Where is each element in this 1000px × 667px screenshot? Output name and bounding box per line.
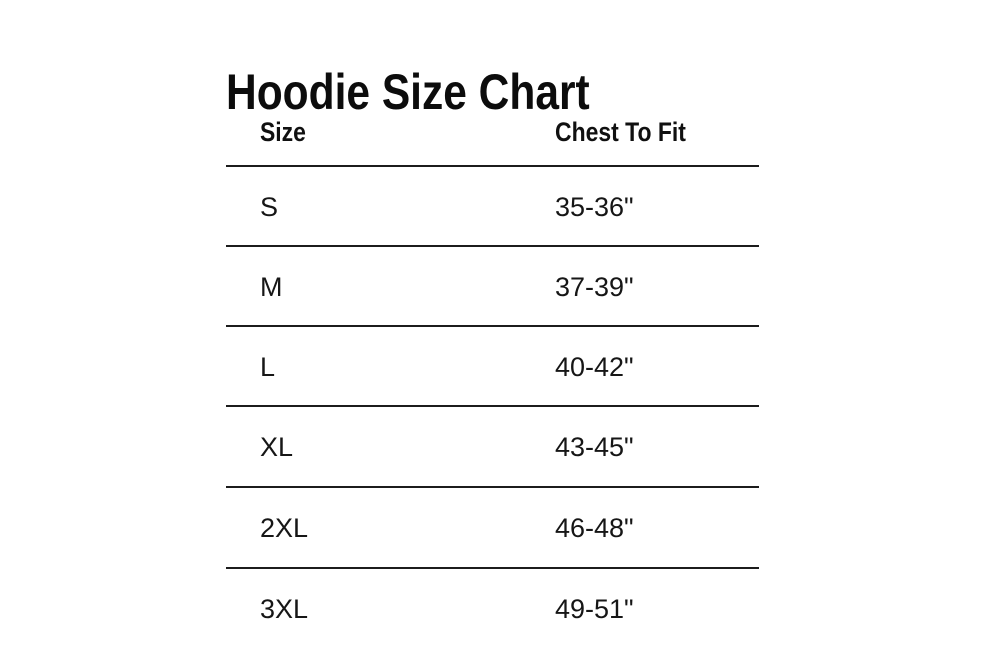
size-cell: L: [260, 351, 276, 382]
chest-cell: 49-51": [555, 593, 634, 624]
chest-cell: 43-45": [555, 431, 634, 462]
row-divider: [226, 165, 759, 167]
size-cell: S: [260, 191, 279, 222]
row-divider: [226, 486, 759, 488]
table-header-row: Size Chest To Fit: [226, 100, 759, 164]
table-row: 3XL 49-51": [226, 569, 759, 649]
table-row: XL 43-45": [226, 407, 759, 487]
column-header-chest-text: Chest To Fit: [555, 116, 686, 147]
row-divider: [226, 245, 759, 247]
chest-cell: 37-39": [555, 271, 634, 302]
row-divider: [226, 405, 759, 407]
size-cell: 3XL: [260, 593, 309, 624]
size-cell: M: [260, 271, 283, 302]
column-header-size: Size: [260, 117, 314, 148]
table-row: L 40-42": [226, 327, 759, 407]
page-title: Hoodie Size Chart: [226, 67, 654, 117]
size-cell: XL: [260, 431, 294, 462]
size-chart: Hoodie Size Chart Size Chest To Fit S 35…: [226, 0, 759, 667]
chest-cell: 46-48": [555, 512, 634, 543]
chest-cell: 35-36": [555, 191, 634, 222]
column-header-size-text: Size: [260, 116, 306, 147]
table-row: 2XL 46-48": [226, 488, 759, 568]
table-row: S 35-36": [226, 167, 759, 247]
table-row: M 37-39": [226, 247, 759, 327]
column-header-chest: Chest To Fit: [555, 117, 709, 148]
chest-cell: 40-42": [555, 351, 634, 382]
size-cell: 2XL: [260, 512, 309, 543]
page-title-text: Hoodie Size Chart: [226, 63, 590, 120]
row-divider: [226, 325, 759, 327]
row-divider: [226, 567, 759, 569]
